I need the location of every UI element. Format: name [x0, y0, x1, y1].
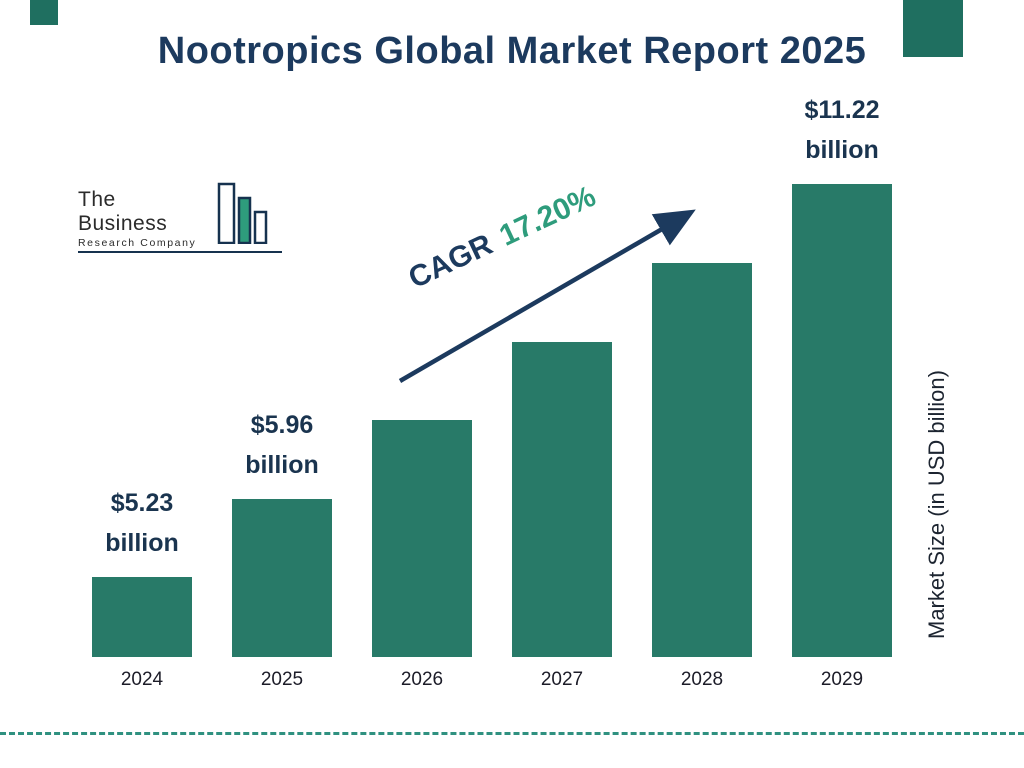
x-tick-2025: 2025 [260, 669, 304, 690]
x-tick-2029: 2029 [820, 669, 864, 690]
bar-2029 [792, 184, 892, 657]
logo-line1: The Business [78, 188, 168, 235]
logo-text: The Business Research Company [78, 188, 204, 249]
bar-2025 [232, 499, 332, 657]
corner-decoration-top-right [903, 0, 963, 57]
bar-column-2026: 2026 [372, 420, 472, 691]
x-tick-2026: 2026 [400, 669, 444, 690]
bar-column-2027: 2027 [512, 342, 612, 691]
page-title: Nootropics Global Market Report 2025 [157, 30, 867, 72]
y-axis-label: Market Size (in USD billion) [924, 370, 949, 640]
corner-decoration-top-left [30, 0, 58, 25]
bar-2024 [92, 577, 192, 657]
bar-column-2025: $5.96 billion 2025 [232, 405, 332, 691]
logo-line2: Research Company [78, 237, 197, 249]
bar-2027 [512, 342, 612, 657]
bar-2028 [652, 263, 752, 657]
bar-chart: $5.23 billion 2024 $5.96 billion 2025 2026 2027… [92, 90, 892, 691]
value-label-2024: $5.23 billion [105, 489, 179, 557]
bottom-dashed-divider [0, 732, 1024, 735]
x-tick-2027: 2027 [540, 669, 584, 690]
bar-column-2028: 2028 [652, 263, 752, 691]
x-tick-2024: 2024 [120, 669, 164, 690]
value-label-2025: $5.96 billion [245, 411, 319, 479]
bar-2026 [372, 420, 472, 657]
value-label-2029: $11.22 billion [804, 96, 880, 164]
x-tick-2028: 2028 [680, 669, 724, 690]
bar-column-2029: $11.22 billion 2029 [792, 90, 892, 691]
bar-column-2024: $5.23 billion 2024 [92, 483, 192, 691]
company-logo: The Business Research Company [78, 182, 282, 253]
logo-bars-icon [212, 182, 282, 249]
